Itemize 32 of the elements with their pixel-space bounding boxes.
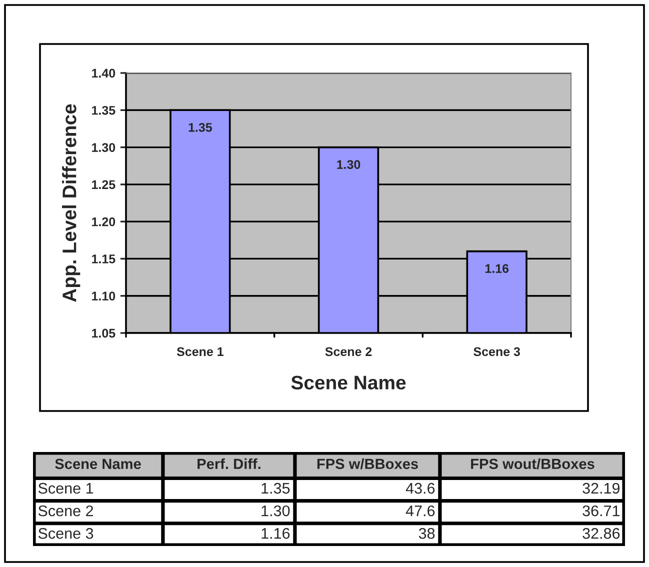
series-label: Perf. Diff. [198, 458, 260, 470]
y-tick-label: 1.15 [92, 254, 116, 264]
data-label: 43.6 [406, 482, 435, 494]
y-tick-label: 1.40 [92, 68, 116, 78]
y-tick-label: 1.30 [92, 143, 116, 152]
data-label: 1.30 [337, 160, 360, 169]
x-tick-label: Scene 2 [325, 347, 372, 356]
data-label: 1.16 [262, 528, 290, 539]
data-label: 32.19 [582, 482, 620, 494]
series-label: FPS w/BBoxes [317, 458, 418, 470]
category-label: Scene 2 [38, 505, 94, 516]
data-label: 36.71 [582, 505, 620, 516]
data-label: 38 [418, 528, 435, 539]
series-label: FPS wout/BBoxes [471, 458, 594, 470]
y-axis-title: App. Level Difference [62, 104, 80, 302]
x-axis-title: Scene Name [291, 376, 406, 390]
y-tick-label: 1.25 [92, 180, 116, 190]
category-label: Scene 1 [38, 482, 94, 494]
data-label: 1.35 [262, 482, 290, 494]
data-label: 1.35 [188, 122, 212, 132]
data-label: 32.86 [582, 528, 620, 539]
category-label: Scene 3 [38, 528, 94, 539]
y-tick-label: 1.20 [92, 217, 116, 226]
y-tick-label: 1.35 [92, 106, 116, 115]
x-tick-label: Scene 3 [474, 347, 520, 356]
data-label: 1.16 [485, 264, 509, 273]
text: Scene Name [55, 458, 141, 470]
y-tick-label: 1.05 [92, 328, 116, 338]
data-label: 47.6 [406, 505, 435, 516]
y-tick-label: 1.10 [92, 292, 116, 301]
data-label: 1.30 [262, 505, 290, 516]
x-tick-label: Scene 1 [176, 347, 224, 356]
